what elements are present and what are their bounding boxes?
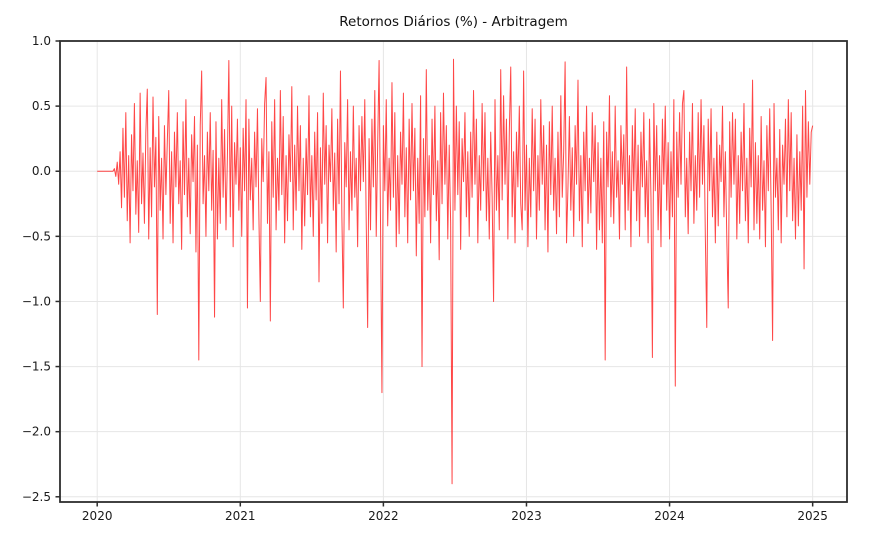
y-tick-label: 1.0 (32, 34, 51, 48)
y-tick-label: −1.5 (22, 360, 51, 374)
chart-title: Retornos Diários (%) - Arbitragem (339, 14, 568, 30)
x-tick-label: 2022 (368, 509, 399, 523)
x-tick-label: 2021 (225, 509, 256, 523)
x-tick-label: 2025 (797, 509, 828, 523)
y-tick-label: −2.0 (22, 425, 51, 439)
x-tick-label: 2020 (82, 509, 113, 523)
y-tick-label: −1.0 (22, 294, 51, 308)
plot-border (59, 40, 848, 503)
x-tick-label: 2023 (511, 509, 542, 523)
returns-line-series (97, 58, 814, 485)
y-tick-label: −2.5 (22, 490, 51, 504)
y-tick-label: 0.0 (32, 164, 51, 178)
x-tick-label: 2024 (654, 509, 685, 523)
y-tick-label: 0.5 (32, 99, 51, 113)
y-tick-label: −0.5 (22, 229, 51, 243)
